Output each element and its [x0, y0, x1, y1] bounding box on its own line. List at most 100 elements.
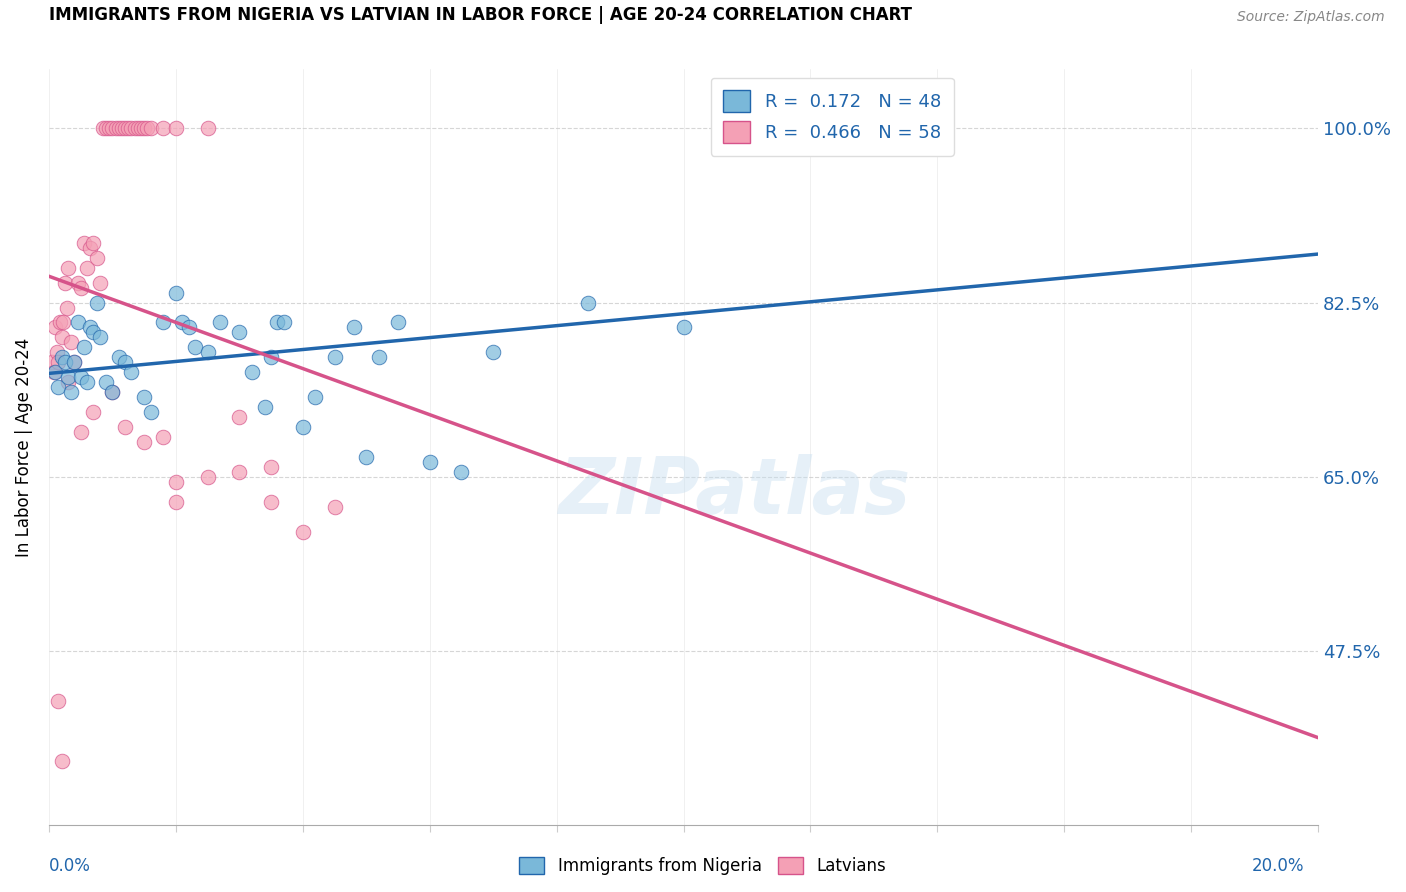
Point — [86, 251, 108, 265]
Point — [273, 316, 295, 330]
Point — [260, 495, 283, 509]
Point — [291, 524, 314, 539]
Point — [111, 121, 134, 136]
Point — [672, 320, 695, 334]
Point — [152, 316, 174, 330]
Point — [73, 340, 96, 354]
Point — [66, 276, 89, 290]
Point — [266, 316, 288, 330]
Point — [76, 260, 98, 275]
Point — [48, 355, 70, 369]
Point — [172, 316, 194, 330]
Point — [107, 121, 129, 136]
Point — [53, 355, 76, 369]
Point — [165, 495, 187, 509]
Point — [101, 385, 124, 400]
Point — [79, 320, 101, 334]
Y-axis label: In Labor Force | Age 20-24: In Labor Force | Age 20-24 — [15, 337, 32, 557]
Point — [152, 121, 174, 136]
Point — [152, 430, 174, 444]
Point — [197, 121, 219, 136]
Point — [82, 405, 104, 419]
Point — [139, 121, 162, 136]
Point — [228, 410, 250, 425]
Point — [56, 370, 79, 384]
Point — [51, 330, 73, 344]
Point — [60, 385, 83, 400]
Point — [79, 241, 101, 255]
Point — [56, 260, 79, 275]
Point — [134, 435, 156, 450]
Point — [82, 235, 104, 250]
Point — [44, 365, 66, 379]
Point — [197, 345, 219, 359]
Point — [53, 276, 76, 290]
Point — [323, 500, 346, 514]
Point — [73, 235, 96, 250]
Legend: R =  0.172   N = 48, R =  0.466   N = 58: R = 0.172 N = 48, R = 0.466 N = 58 — [710, 78, 953, 156]
Point — [82, 326, 104, 340]
Point — [240, 365, 263, 379]
Point — [63, 355, 86, 369]
Point — [51, 754, 73, 768]
Point — [45, 345, 67, 359]
Point — [228, 326, 250, 340]
Point — [121, 121, 143, 136]
Point — [49, 316, 72, 330]
Point — [419, 455, 441, 469]
Point — [260, 351, 283, 365]
Point — [63, 355, 86, 369]
Point — [89, 276, 111, 290]
Point — [197, 470, 219, 484]
Point — [69, 280, 91, 294]
Text: 0.0%: 0.0% — [49, 856, 91, 875]
Point — [51, 351, 73, 365]
Point — [86, 295, 108, 310]
Point — [94, 121, 117, 136]
Text: Source: ZipAtlas.com: Source: ZipAtlas.com — [1237, 10, 1385, 24]
Text: ZIPatlas: ZIPatlas — [558, 454, 911, 531]
Point — [165, 121, 187, 136]
Point — [76, 376, 98, 390]
Point — [114, 121, 136, 136]
Point — [48, 380, 70, 394]
Point — [927, 121, 949, 136]
Point — [134, 390, 156, 404]
Legend: Immigrants from Nigeria, Latvians: Immigrants from Nigeria, Latvians — [512, 849, 894, 884]
Point — [342, 320, 364, 334]
Point — [304, 390, 326, 404]
Point — [104, 121, 127, 136]
Point — [136, 121, 159, 136]
Point — [129, 121, 152, 136]
Point — [48, 694, 70, 708]
Point — [60, 335, 83, 350]
Point — [356, 450, 378, 464]
Point — [89, 330, 111, 344]
Point — [55, 301, 77, 315]
Point — [450, 465, 472, 479]
Point — [42, 365, 65, 379]
Point — [52, 316, 75, 330]
Point — [69, 370, 91, 384]
Point — [209, 316, 232, 330]
Point — [98, 121, 121, 136]
Point — [107, 351, 129, 365]
Point — [177, 320, 200, 334]
Point — [184, 340, 207, 354]
Point — [101, 385, 124, 400]
Point — [121, 365, 143, 379]
Point — [134, 121, 156, 136]
Point — [576, 295, 599, 310]
Point — [323, 351, 346, 365]
Point — [165, 475, 187, 489]
Point — [127, 121, 149, 136]
Point — [228, 465, 250, 479]
Point — [44, 320, 66, 334]
Point — [387, 316, 409, 330]
Point — [94, 376, 117, 390]
Point — [291, 420, 314, 434]
Point — [41, 355, 63, 369]
Point — [139, 405, 162, 419]
Point — [69, 425, 91, 439]
Point — [66, 316, 89, 330]
